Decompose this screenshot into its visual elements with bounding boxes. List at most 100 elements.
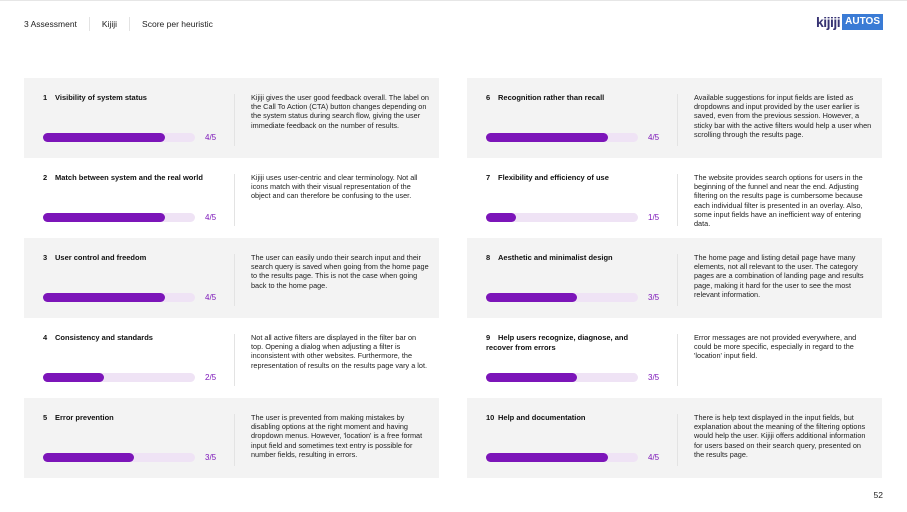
heuristic-row: 10 Help and documentation 4/5 There is he… [467,398,882,478]
heuristic-name: Help and documentation [498,413,586,422]
heuristic-description: Error messages are not provided everywhe… [694,333,857,361]
heuristic-name: Error prevention [55,413,114,422]
heuristic-name: Recognition rather than recall [498,93,605,102]
divider [677,414,678,466]
heuristic-row: 8 Aesthetic and minimalist design 3/5 The… [467,238,882,318]
page-number: 52 [873,490,883,500]
heuristic-title: 8 Aesthetic and minimalist design [486,253,656,263]
heuristic-number: 10 [486,413,495,422]
score-bar-track [43,453,195,462]
score-bar-track [486,373,638,382]
heuristic-description: The user is prevented from making mistak… [251,413,423,459]
divider [677,334,678,386]
score-bar-fill [486,293,578,302]
score-bar-fill [43,293,165,302]
heuristic-name: User control and freedom [55,253,147,262]
heuristic-title: 2 Match between system and the real world [43,173,213,183]
score-bar-track [486,133,638,142]
logo-autos: AUTOS [842,14,883,30]
score-bar-track [486,453,638,462]
divider [677,94,678,146]
score-bar-track [43,373,195,382]
score-bar-fill [486,453,608,462]
heuristic-description: Kijiji gives the user good feedback over… [251,93,429,130]
heuristic-name: Match between system and the real world [55,173,203,182]
heuristic-number: 4 [43,333,48,342]
heuristic-description: Not all active filters are displayed in … [251,333,428,370]
heuristic-number: 2 [43,173,48,182]
score-label: 3/5 [648,293,660,302]
heuristics-right-column: 6 Recognition rather than recall 4/5 Avai… [467,78,882,478]
score-bar-track [486,213,638,222]
score-label: 4/5 [205,133,217,142]
heuristic-description: There is help text displayed in the inpu… [694,413,866,459]
heuristic-row: 4 Consistency and standards 2/5 Not all a… [24,318,439,398]
divider [234,94,235,146]
heuristic-name: Aesthetic and minimalist design [498,253,613,262]
score-label: 4/5 [205,293,217,302]
score-bar-fill [43,453,135,462]
heuristic-description: Available suggestions for input fields a… [694,93,872,139]
heuristic-name: Consistency and standards [55,333,153,342]
score-label: 3/5 [648,373,660,382]
divider [677,254,678,306]
heuristic-number: 7 [486,173,491,182]
score-label: 2/5 [205,373,217,382]
heuristic-row: 2 Match between system and the real world… [24,158,439,238]
heuristic-number: 5 [43,413,48,422]
heuristic-description: The user can easily undo their search in… [251,253,429,290]
score-bar-fill [43,213,165,222]
score-bar-track [43,293,195,302]
score-bar-track [43,133,195,142]
score-bar-track [486,293,638,302]
heuristic-title: 5 Error prevention [43,413,213,423]
heuristic-title: 9 Help users recognize, diagnose, and rec… [486,333,656,353]
heuristic-title: 3 User control and freedom [43,253,213,263]
score-label: 4/5 [205,213,217,222]
divider [234,254,235,306]
heuristic-title: 10 Help and documentation [486,413,656,423]
heuristic-description: Kijiji uses user-centric and clear termi… [251,173,418,201]
heuristic-row: 7 Flexibility and efficiency of use 1/5 T… [467,158,882,238]
logo-kijiji: kijiji [815,14,841,30]
breadcrumb-section: 3 Assessment [24,19,77,29]
heuristic-name: Visibility of system status [55,93,147,102]
score-bar-fill [486,373,578,382]
heuristic-title: 1 Visibility of system status [43,93,213,103]
score-bar-fill [486,133,608,142]
heuristic-title: 4 Consistency and standards [43,333,213,343]
score-bar-track [43,213,195,222]
score-label: 1/5 [648,213,660,222]
score-bar-fill [486,213,517,222]
top-border [0,0,907,1]
breadcrumb-topic: Score per heuristic [129,17,225,31]
divider [234,414,235,466]
heuristic-row: 3 User control and freedom 4/5 The user c… [24,238,439,318]
heuristic-description: The home page and listing detail page ha… [694,253,864,299]
breadcrumb-brand: Kijiji [88,17,129,31]
heuristic-name: Help users recognize, diagnose, and reco… [486,333,629,352]
heuristics-left-column: 1 Visibility of system status 4/5 Kijiji … [24,78,439,478]
heuristic-number: 3 [43,253,48,262]
divider [234,334,235,386]
score-bar-fill [43,373,104,382]
score-label: 3/5 [205,453,217,462]
heuristic-name: Flexibility and efficiency of use [498,173,609,182]
heuristic-row: 5 Error prevention 3/5 The user is preven… [24,398,439,478]
kijiji-autos-logo: kijiji AUTOS [816,14,883,30]
heuristic-row: 6 Recognition rather than recall 4/5 Avai… [467,78,882,158]
score-label: 4/5 [648,133,660,142]
heuristic-row: 1 Visibility of system status 4/5 Kijiji … [24,78,439,158]
divider [677,174,678,226]
breadcrumb: 3 Assessment Kijiji Score per heuristic [24,17,225,31]
heuristic-title: 7 Flexibility and efficiency of use [486,173,656,183]
heuristic-number: 9 [486,333,491,342]
heuristic-number: 6 [486,93,491,102]
heuristic-number: 1 [43,93,48,102]
heuristic-title: 6 Recognition rather than recall [486,93,656,103]
heuristic-number: 8 [486,253,491,262]
score-bar-fill [43,133,165,142]
score-label: 4/5 [648,453,660,462]
divider [234,174,235,226]
heuristic-description: The website provides search options for … [694,173,863,229]
